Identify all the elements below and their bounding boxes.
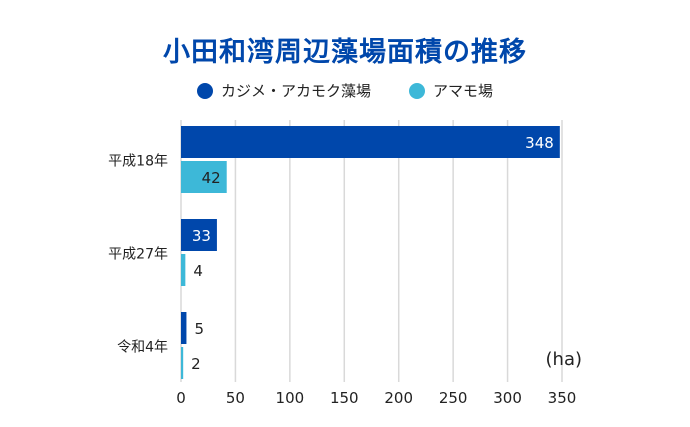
x-tick-label: 150 [330,389,359,407]
data-label: 2 [191,355,201,373]
data-label: 4 [193,262,203,280]
category-label: 平成27年 [108,247,168,263]
category-label: 令和4年 [117,340,168,356]
data-label: 42 [202,169,221,187]
x-tick-label: 50 [226,389,245,407]
legend-item-amamo: アマモ場 [409,80,493,101]
x-tick-label: 100 [276,389,305,407]
legend-swatch-amamo [409,82,425,99]
legend-label-amamo: アマモ場 [433,82,494,100]
legend-item-kajime: カジメ・アカモク藻場 [196,80,371,101]
legend-label-kajime: カジメ・アカモク藻場 [220,82,371,100]
bar [181,219,217,251]
data-label: 348 [525,134,554,152]
x-tick-label: 350 [548,389,577,407]
chart-title: 小田和湾周辺藻場面積の推移 [163,37,527,68]
x-tick-label: 200 [384,389,413,407]
bar [181,312,187,344]
bar [181,347,184,379]
category-label: 平成18年 [108,154,168,170]
data-label: 33 [192,227,211,245]
x-tick-label: 250 [439,389,468,407]
bar [181,161,227,193]
bar [181,254,186,286]
legend-swatch-kajime [196,82,213,99]
data-label: 5 [194,320,204,338]
x-axis-unit-label: (ha) [546,349,582,370]
x-tick-label: 0 [176,389,186,407]
legend: カジメ・アカモク藻場 アマモ場 [0,80,690,101]
x-tick-label: 300 [493,389,522,407]
bar [181,126,560,158]
